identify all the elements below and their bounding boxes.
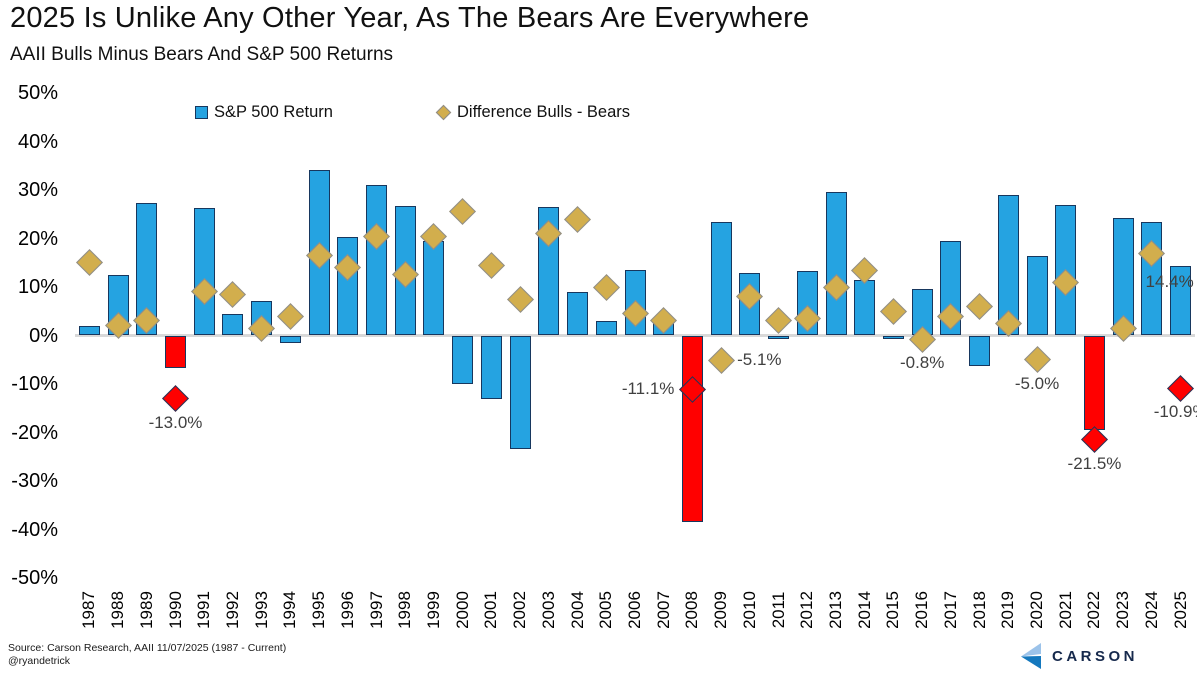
diamond-2025 xyxy=(1167,374,1195,402)
bar-2008 xyxy=(681,335,703,523)
diamond-2022 xyxy=(1081,426,1108,454)
bar-1989 xyxy=(136,203,158,336)
bar-1991 xyxy=(193,207,215,336)
bar-2000 xyxy=(452,335,474,385)
y-tick-label: -30% xyxy=(11,470,58,492)
y-tick-label: -10% xyxy=(11,373,58,395)
data-label-2022: -21.5% xyxy=(1067,453,1122,473)
diamond-2004 xyxy=(564,205,591,233)
y-tick-label: 40% xyxy=(17,130,58,153)
bar-1994 xyxy=(279,335,301,343)
zero-axis-line xyxy=(75,334,1195,337)
data-label-2020: -5.0% xyxy=(1014,373,1060,393)
y-tick-label: 10% xyxy=(17,276,58,298)
bar-2013 xyxy=(825,191,847,336)
diamond-2005 xyxy=(592,273,620,301)
carson-logo: CARSON xyxy=(1020,642,1138,670)
diamond-2001 xyxy=(477,251,505,279)
y-tick-label: -20% xyxy=(11,421,58,444)
bar-1992 xyxy=(222,313,244,336)
source-note: Source: Carson Research, AAII 11/07/2025… xyxy=(8,642,286,668)
plot-area: -13.0% -11.1% -5.1% -0.8% -5.0% -21.5% -10.9% 1… xyxy=(75,93,1197,578)
diamond-1990 xyxy=(162,385,189,412)
bar-1999 xyxy=(423,240,445,336)
data-label-2008: -11.1% xyxy=(621,379,675,399)
diamond-1992 xyxy=(219,280,247,308)
data-label-2016: -0.8% xyxy=(899,353,945,373)
data-label-2025: 14.4% xyxy=(1145,271,1194,291)
bar-1996 xyxy=(337,237,359,336)
legend-item-diff: Difference Bulls - Bears xyxy=(435,102,631,122)
diamond-2020 xyxy=(1023,346,1051,374)
bar-2011 xyxy=(768,335,790,339)
bar-2004 xyxy=(567,291,589,336)
diamond-2002 xyxy=(506,285,534,313)
y-tick-label: -50% xyxy=(11,567,58,589)
source-line: Source: Carson Research, AAII 11/07/2025… xyxy=(8,642,287,654)
diamond-2011 xyxy=(765,307,793,335)
chart-title: 2025 Is Unlike Any Other Year, As The Be… xyxy=(10,2,810,34)
diamond-2015 xyxy=(880,297,907,325)
y-tick-label: 0% xyxy=(29,324,58,347)
legend-square-swatch-icon xyxy=(195,105,208,119)
legend-label-sp500: S&P 500 Return xyxy=(214,102,333,121)
data-label-2025: -10.9% xyxy=(1153,402,1197,422)
x-tick-label-2025: 2025 xyxy=(1170,591,1190,629)
bar-2015 xyxy=(882,335,904,339)
bar-1990 xyxy=(165,335,186,368)
bar-1997 xyxy=(366,185,388,336)
diamond-1994 xyxy=(276,302,304,330)
y-tick-label: 20% xyxy=(17,227,58,250)
data-label-1990: -13.0% xyxy=(148,412,203,432)
bar-2001 xyxy=(480,335,502,399)
bar-2002 xyxy=(509,335,531,449)
diamond-2018 xyxy=(966,292,994,320)
carson-logo-text: CARSON xyxy=(1052,647,1139,665)
diamond-2009 xyxy=(707,346,735,374)
author-handle: @ryandetrick xyxy=(8,655,71,667)
y-tick-label: -40% xyxy=(11,518,58,541)
bar-1987 xyxy=(78,325,100,336)
bar-2014 xyxy=(854,280,876,336)
y-tick-label: 30% xyxy=(17,179,58,201)
data-label-2009: -5.1% xyxy=(737,350,782,370)
diamond-1987 xyxy=(75,249,103,277)
bar-2025 xyxy=(1170,265,1192,336)
diamond-2000 xyxy=(449,198,477,226)
bar-2009 xyxy=(710,221,732,336)
bar-2005 xyxy=(595,320,617,336)
carson-logo-mark-icon xyxy=(1021,643,1041,669)
bar-2022 xyxy=(1083,335,1105,430)
y-tick-label: 50% xyxy=(17,82,58,104)
legend-label-diff: Difference Bulls - Bears xyxy=(457,102,631,121)
chart-subtitle: AAII Bulls Minus Bears And S&P 500 Retur… xyxy=(10,44,394,65)
bar-2020 xyxy=(1026,256,1048,336)
bar-2018 xyxy=(969,335,991,366)
legend-item-sp500: S&P 500 Return xyxy=(195,102,333,122)
